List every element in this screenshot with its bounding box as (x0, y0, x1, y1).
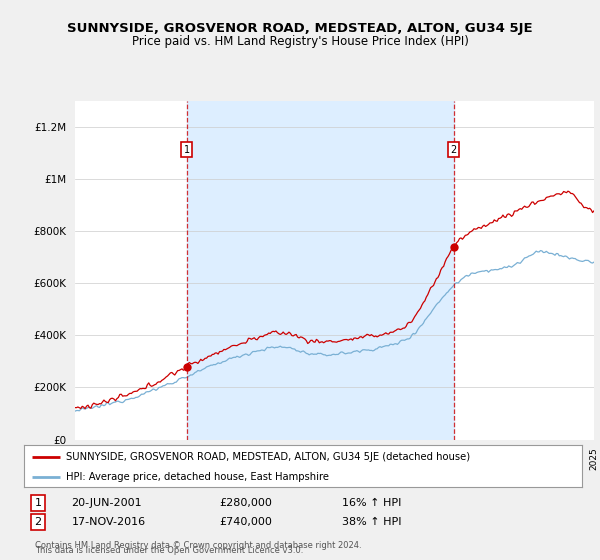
Text: Price paid vs. HM Land Registry's House Price Index (HPI): Price paid vs. HM Land Registry's House … (131, 35, 469, 48)
Bar (187, 101, 454, 440)
Text: 17-NOV-2016: 17-NOV-2016 (71, 517, 146, 527)
Text: 16% ↑ HPI: 16% ↑ HPI (342, 498, 401, 508)
Text: 2: 2 (34, 517, 41, 527)
Text: 2: 2 (451, 145, 457, 155)
Text: 20-JUN-2001: 20-JUN-2001 (71, 498, 142, 508)
Text: £280,000: £280,000 (220, 498, 272, 508)
Text: This data is licensed under the Open Government Licence v3.0.: This data is licensed under the Open Gov… (35, 546, 304, 556)
Text: 1: 1 (184, 145, 190, 155)
Text: 38% ↑ HPI: 38% ↑ HPI (342, 517, 401, 527)
Text: Contains HM Land Registry data © Crown copyright and database right 2024.: Contains HM Land Registry data © Crown c… (35, 540, 362, 549)
Text: SUNNYSIDE, GROSVENOR ROAD, MEDSTEAD, ALTON, GU34 5JE: SUNNYSIDE, GROSVENOR ROAD, MEDSTEAD, ALT… (67, 22, 533, 35)
Text: 1: 1 (34, 498, 41, 508)
Text: £740,000: £740,000 (220, 517, 272, 527)
Text: SUNNYSIDE, GROSVENOR ROAD, MEDSTEAD, ALTON, GU34 5JE (detached house): SUNNYSIDE, GROSVENOR ROAD, MEDSTEAD, ALT… (66, 452, 470, 462)
Text: HPI: Average price, detached house, East Hampshire: HPI: Average price, detached house, East… (66, 472, 329, 482)
